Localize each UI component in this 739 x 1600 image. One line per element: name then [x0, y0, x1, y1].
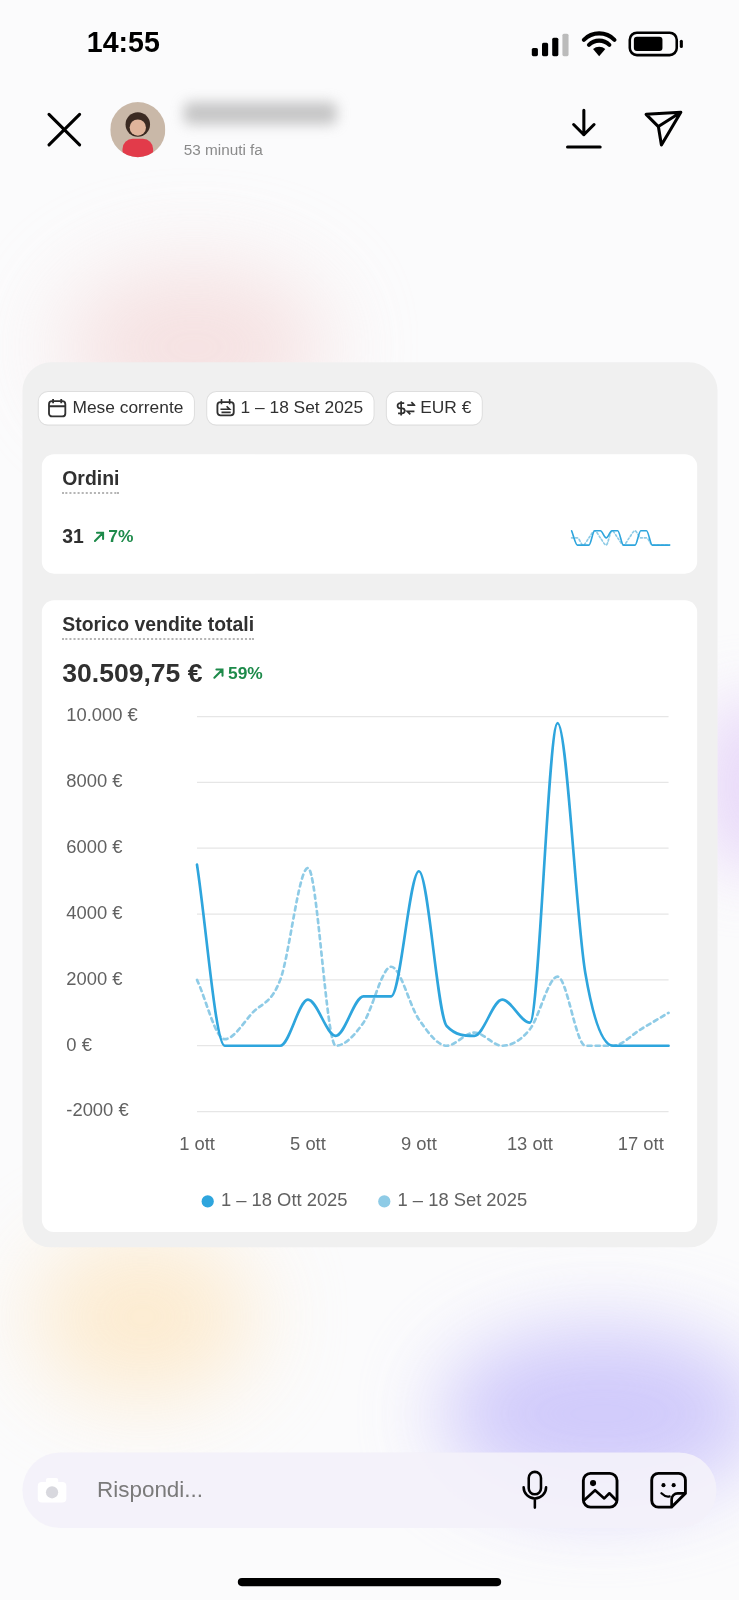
blurred-username: [184, 102, 337, 124]
avatar: [110, 102, 165, 157]
orders-change: 7%: [108, 527, 133, 547]
battery-icon: [629, 32, 684, 56]
bg-blob: [31, 1235, 256, 1398]
grid-line: [197, 716, 669, 717]
sales-change: 59%: [228, 663, 263, 683]
trend-arrow: [213, 667, 225, 679]
home-indicator: [238, 1578, 501, 1586]
orders-title: Ordini: [62, 467, 119, 494]
filter-chip: Mese corrente: [38, 391, 195, 426]
orders-panel: Ordini 31 7%: [42, 454, 697, 573]
legend-label: 1 – 18 Set 2025: [398, 1189, 528, 1210]
sales-panel: Storico vendite totali 30.509,75 € 59% 10.0…: [42, 600, 697, 1232]
legend-item: 1 – 18 Ott 2025: [202, 1189, 348, 1210]
sales-chart: 10.000 € 8000 € 6000 € 4000 € 2000 € 0 € -2000…: [42, 600, 697, 1232]
chip-icon: [395, 398, 415, 418]
story-time-ago: 53 minuti fa: [184, 141, 263, 158]
mic-icon: [522, 1471, 549, 1510]
reply-placeholder: Rispondi...: [97, 1477, 203, 1504]
filter-row: Mese corrente 1 – 18 Set 2025 EUR €: [38, 391, 483, 426]
x-tick-label: 5 ott: [290, 1133, 326, 1154]
sales-value: 30.509,75 €: [62, 657, 202, 689]
series-line: [572, 531, 670, 545]
y-tick-label: 10.000 €: [66, 704, 137, 725]
chip-label: Mese corrente: [72, 398, 183, 418]
chip-label: EUR €: [420, 398, 471, 418]
grid-line: [197, 1111, 669, 1112]
signal-icon: [532, 34, 571, 56]
sales-title: Storico vendite totali: [62, 613, 254, 640]
x-tick-label: 13 ott: [507, 1133, 553, 1154]
story-screen: 14:55 53 minuti fa Mese corrente 1 – 18 Set…: [0, 0, 739, 1600]
x-tick-labels: 1 ott 5 ott 9 ott 13 ott 17 ott: [179, 1133, 664, 1154]
grid-line: [197, 913, 669, 914]
grid: [197, 717, 669, 1112]
legend-dot: [202, 1195, 214, 1207]
y-tick-label: -2000 €: [66, 1099, 128, 1120]
grid-line: [197, 848, 669, 849]
series-line: [197, 723, 669, 1046]
status-time: 14:55: [87, 27, 160, 60]
legend: 1 – 18 Ott 2025 1 – 18 Set 2025: [202, 1189, 528, 1210]
orders-value-row: 31 7%: [62, 526, 133, 548]
filter-chip: EUR €: [386, 391, 483, 426]
analytics-card: Mese corrente 1 – 18 Set 2025 EUR € Ordini 3…: [22, 362, 717, 1247]
series-line: [197, 868, 669, 1046]
series-line: [572, 531, 670, 545]
y-tick-label: 2000 €: [66, 968, 122, 989]
x-tick-label: 1 ott: [179, 1133, 215, 1154]
image-icon: [582, 1472, 619, 1509]
lines: [197, 723, 669, 1046]
y-tick-label: 8000 €: [66, 770, 122, 791]
grid-line: [197, 782, 669, 783]
legend-item: 1 – 18 Set 2025: [378, 1189, 527, 1210]
legend-label: 1 – 18 Ott 2025: [221, 1189, 348, 1210]
y-tick-label: 0 €: [66, 1034, 92, 1055]
chip-label: 1 – 18 Set 2025: [241, 398, 364, 418]
orders-value: 31: [62, 526, 84, 548]
filter-chip: 1 – 18 Set 2025: [206, 391, 374, 426]
y-tick-labels: 10.000 € 8000 € 6000 € 4000 € 2000 € 0 € -2000…: [66, 704, 137, 1120]
chip-icon: [215, 398, 235, 418]
sales-value-row: 30.509,75 € 59%: [62, 657, 262, 689]
y-tick-label: 4000 €: [66, 902, 122, 923]
chip-icon: [47, 398, 67, 418]
wifi-icon: [582, 33, 617, 57]
legend-dot: [378, 1195, 390, 1207]
y-tick-label: 6000 €: [66, 836, 122, 857]
grid-line: [197, 979, 669, 980]
sticker-icon: [650, 1472, 687, 1509]
close-icon: [47, 112, 82, 147]
orders-sparkline: [568, 521, 674, 556]
send-icon: [643, 109, 684, 148]
camera-icon: [37, 1477, 68, 1504]
sparkline-lines: [572, 531, 670, 545]
download-icon: [566, 108, 601, 149]
x-tick-label: 9 ott: [401, 1133, 437, 1154]
reply-bar: Rispondi...: [22, 1452, 716, 1528]
x-tick-label: 17 ott: [618, 1133, 664, 1154]
trend-arrow: [93, 531, 105, 543]
